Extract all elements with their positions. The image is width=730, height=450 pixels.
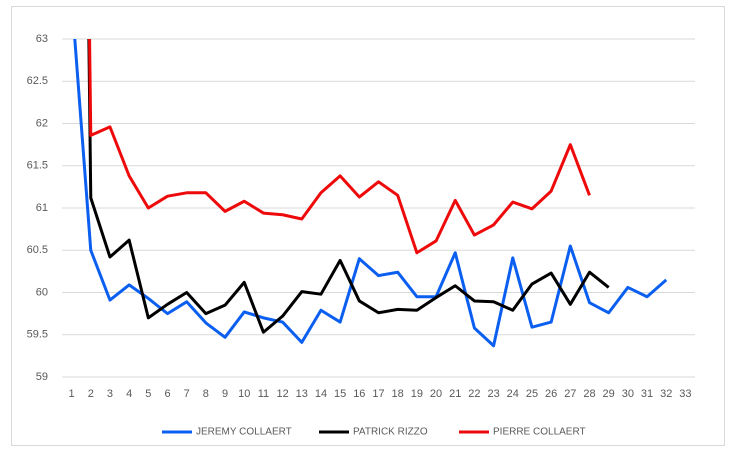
x-tick-label: 29 xyxy=(603,388,615,400)
x-tick-label: 15 xyxy=(334,388,346,400)
chart-frame xyxy=(11,6,725,446)
legend-label: JEREMY COLLAERT xyxy=(196,427,292,438)
x-tick-label: 20 xyxy=(430,388,442,400)
y-tick-label: 61.5 xyxy=(27,160,48,172)
series-line xyxy=(73,39,668,348)
x-tick-label: 8 xyxy=(203,388,209,400)
x-tick-label: 10 xyxy=(238,388,250,400)
x-tick-label: 28 xyxy=(583,388,595,400)
y-tick-label: 61 xyxy=(36,202,48,214)
x-tick-label: 9 xyxy=(222,388,228,400)
y-tick-label: 59.5 xyxy=(27,329,48,341)
x-tick-label: 13 xyxy=(296,388,308,400)
y-tick-label: 62.5 xyxy=(27,75,48,87)
x-tick-label: 6 xyxy=(164,388,170,400)
x-tick-label: 4 xyxy=(126,388,132,400)
legend-label: PATRICK RIZZO xyxy=(353,427,428,438)
x-tick-label: 16 xyxy=(353,388,365,400)
x-tick-label: 31 xyxy=(641,388,653,400)
y-tick-label: 59 xyxy=(36,371,48,383)
y-tick-label: 63 xyxy=(36,33,48,45)
x-tick-label: 22 xyxy=(468,388,480,400)
x-tick-label: 3 xyxy=(107,388,113,400)
x-tick-label: 12 xyxy=(276,388,288,400)
plot-lines xyxy=(73,39,668,348)
x-tick-label: 11 xyxy=(258,388,269,400)
y-tick-label: 60 xyxy=(36,286,48,298)
x-tick-label: 30 xyxy=(622,388,634,400)
y-tick-label: 62 xyxy=(36,117,48,129)
x-tick-label: 17 xyxy=(372,388,384,400)
x-tick-label: 7 xyxy=(184,388,190,400)
x-tick-label: 5 xyxy=(145,388,151,400)
x-tick-label: 2 xyxy=(88,388,94,400)
x-tick-label: 33 xyxy=(679,388,691,400)
x-tick-label: 21 xyxy=(449,388,461,400)
legend-label: PIERRE COLLAERT xyxy=(493,427,586,438)
series-line xyxy=(88,39,591,255)
x-tick-label: 14 xyxy=(315,388,327,400)
x-tick-label: 27 xyxy=(564,388,576,400)
x-tick-label: 26 xyxy=(545,388,557,400)
x-tick-label: 24 xyxy=(507,388,519,400)
x-tick-label: 23 xyxy=(487,388,499,400)
x-tick-label: 18 xyxy=(392,388,404,400)
x-tick-label: 25 xyxy=(526,388,538,400)
series-line xyxy=(87,39,610,334)
x-tick-label: 32 xyxy=(660,388,672,400)
x-tick-label: 19 xyxy=(411,388,423,400)
y-tick-label: 60.5 xyxy=(27,244,48,256)
x-tick-label: 1 xyxy=(69,388,75,400)
